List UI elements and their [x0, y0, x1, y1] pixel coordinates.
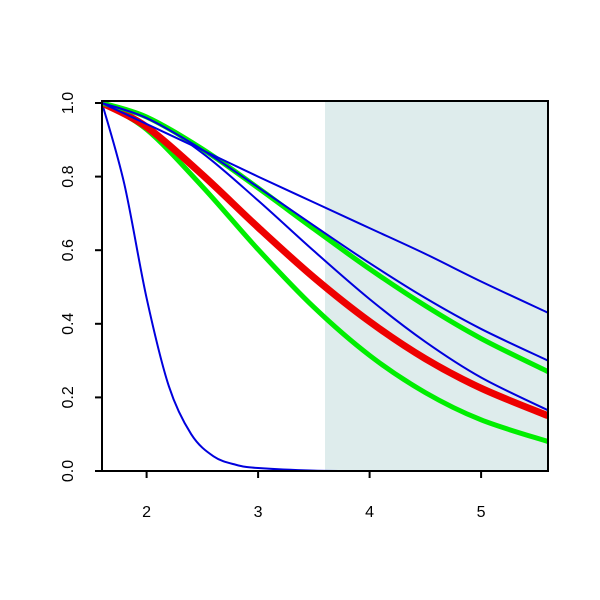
line: [102, 102, 548, 362]
x-tick-label: 2: [142, 504, 151, 521]
line: [102, 102, 548, 471]
x-tick-label: 5: [477, 504, 486, 521]
shaded-region: [325, 101, 548, 471]
line: [102, 102, 548, 314]
x-tick-label: 3: [254, 504, 263, 521]
line: [102, 101, 548, 444]
y-tick-label: 0.4: [60, 313, 77, 335]
plot-frame: [101, 100, 549, 472]
y-tick-label: 1.0: [60, 92, 77, 114]
y-tick-label: 0.0: [60, 460, 77, 482]
y-tick-label: 0.6: [60, 239, 77, 261]
x-tick-label: 4: [365, 504, 374, 521]
line: [102, 101, 548, 374]
y-tick-label: 0.2: [60, 386, 77, 408]
y-tick-label: 0.8: [60, 165, 77, 187]
line: [102, 101, 548, 420]
